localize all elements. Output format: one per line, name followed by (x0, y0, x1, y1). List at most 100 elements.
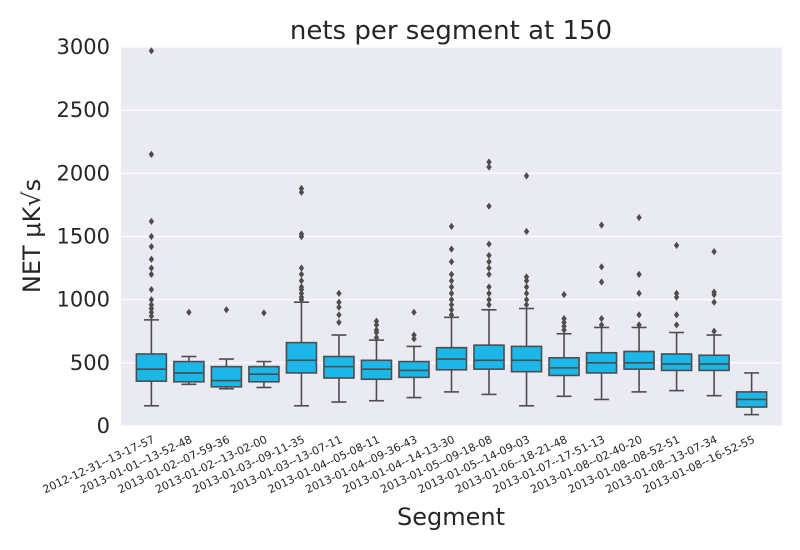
box-iqr (210, 365, 243, 388)
outlier-point (336, 303, 342, 311)
outlier-point (486, 158, 492, 166)
outlier-point (486, 258, 492, 266)
outlier-point (298, 188, 305, 196)
outlier-point (598, 278, 605, 286)
outlier-point (261, 309, 267, 317)
outlier-point (148, 308, 155, 316)
outlier-point (448, 245, 455, 253)
outlier-point (561, 322, 567, 330)
box-2013-01-08--08-52-51 (660, 241, 693, 392)
y-tick-label: 2000 (57, 161, 110, 185)
outlier-point (336, 318, 342, 327)
outlier-point (711, 298, 717, 306)
outlier-point (448, 301, 455, 309)
outlier-point (148, 232, 155, 241)
outlier-point (598, 221, 605, 229)
box-iqr (698, 354, 730, 372)
outlier-point (148, 47, 155, 55)
box-iqr (135, 353, 168, 382)
outlier-point (411, 308, 417, 316)
outlier-point (636, 321, 642, 329)
outlier-point (523, 172, 530, 180)
outlier-point (673, 293, 680, 301)
outlier-point (486, 301, 492, 309)
outlier-point (486, 202, 492, 210)
box-2013-01-05--14-09-03 (510, 172, 543, 407)
box-2013-01-05--09-18-08 (473, 158, 505, 396)
box-2013-01-08--02-40-20 (623, 213, 655, 393)
outlier-point (711, 288, 717, 296)
outlier-point (148, 255, 155, 263)
box-iqr (398, 360, 430, 379)
box-2013-01-04--14-13-30 (435, 222, 468, 393)
outlier-point (598, 321, 605, 329)
outlier-point (673, 321, 680, 329)
box-2013-01-04--09-36-43 (398, 308, 430, 399)
outlier-point (373, 321, 380, 329)
box-iqr (660, 353, 693, 372)
outlier-point (448, 222, 455, 230)
outlier-point (636, 213, 642, 222)
outlier-point (298, 283, 305, 291)
y-tick-label: 2500 (57, 98, 110, 122)
x-axis-label: Segment (397, 503, 505, 531)
y-axis-label: NET μK√s (18, 179, 46, 293)
outlier-point (448, 311, 455, 319)
y-tick-label: 500 (70, 351, 110, 375)
outlier-point (636, 311, 642, 319)
outlier-point (448, 283, 455, 291)
outlier-point (561, 326, 567, 334)
outlier-point (486, 296, 492, 304)
box-2013-01-02--07-59-36 (210, 306, 243, 390)
outlier-point (448, 289, 455, 297)
outlier-point (486, 251, 492, 260)
y-tick-label: 1500 (57, 225, 110, 249)
outlier-point (448, 306, 455, 314)
y-tick-label: 3000 (57, 35, 110, 59)
outlier-point (523, 301, 530, 309)
box-2012-12-31--13-17-57 (135, 47, 168, 407)
y-tick-labels: 0 500 1000 1500 2000 2500 3000 (57, 35, 110, 438)
box-2013-01-08--16-52-55 (735, 372, 768, 416)
outlier-point (598, 315, 605, 323)
outlier-point (673, 241, 680, 249)
outlier-point (486, 283, 492, 291)
box-2013-01-03--13-07-11 (323, 289, 355, 403)
y-tick-label: 0 (97, 414, 110, 438)
outlier-point (148, 217, 155, 225)
outlier-point (448, 270, 455, 278)
outlier-point (298, 289, 305, 297)
outlier-point (148, 301, 155, 309)
outlier-point (148, 312, 155, 320)
outlier-point (486, 240, 492, 248)
outlier-point (298, 277, 305, 285)
outlier-point (298, 293, 305, 301)
outlier-point (411, 331, 417, 339)
box-iqr (473, 344, 505, 370)
outlier-point (523, 277, 530, 285)
outlier-point (673, 311, 680, 319)
outlier-point (148, 150, 155, 158)
outlier-point (673, 289, 680, 297)
outlier-point (523, 283, 530, 291)
outlier-point (298, 184, 305, 193)
outlier-point (523, 273, 530, 281)
box-2013-01-06--18-21-48 (548, 291, 580, 398)
outlier-point (148, 285, 155, 294)
outlier-point (148, 243, 155, 251)
outlier-point (336, 311, 342, 319)
outlier-point (486, 289, 492, 297)
box-2013-01-01--13-52-48 (173, 308, 205, 386)
boxes-layer (135, 47, 768, 416)
outlier-point (148, 270, 155, 278)
outlier-point (148, 296, 155, 304)
outlier-point (336, 289, 342, 297)
outlier-point (448, 277, 455, 285)
outlier-point (711, 248, 717, 256)
x-tick-labels: 2012-12-31--13-17-572013-01-01--13-52-48… (41, 433, 757, 496)
chart-title: nets per segment at 150 (290, 16, 612, 46)
outlier-point (636, 289, 642, 297)
box-2013-01-02--13-02-00 (248, 309, 280, 389)
outlier-point (223, 306, 230, 314)
outlier-point (298, 230, 305, 238)
